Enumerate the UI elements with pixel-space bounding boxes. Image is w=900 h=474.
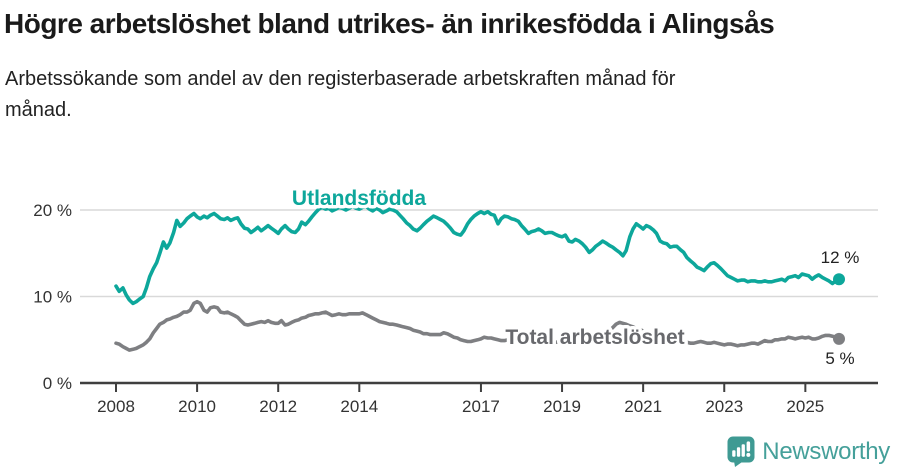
y-tick-label: 0 % [43,374,72,393]
chart-axis: 2008 2010 2012 2014 2017 2019 2021 2023 2025 [80,381,878,416]
chart-annotations: Utlandsfödda Total arbetslöshet 12 % 5 % [288,184,860,368]
page-title: Högre arbetslöshet bland utrikes- än inr… [4,8,775,39]
x-tick-label: 2008 [97,397,135,416]
chart-subtitle: Arbetssökande som andel av den registerb… [5,68,676,121]
newsworthy-logo-icon [727,436,755,467]
x-tick-label: 2023 [705,397,743,416]
chart-series [114,204,841,352]
x-tick-label: 2010 [178,397,216,416]
x-tick-label: 2021 [624,397,662,416]
series-label: Utlandsfödda [292,187,426,210]
series-end-dot [833,273,846,286]
x-tick-label: 2019 [543,397,581,416]
series-end-value-label: 12 % [821,248,860,267]
x-tick-label: 2017 [462,397,500,416]
series-label: Total arbetslöshet [505,326,684,349]
chart-gridlines: 0 % 10 % 20 % [33,201,878,393]
brand-footer: Newsworthy [727,436,890,467]
series-line-utlandsfodda [114,204,841,306]
series-line-total-arbetsloshet [114,299,841,352]
x-tick-label: 2012 [259,397,297,416]
x-tick-label: 2025 [786,397,824,416]
y-tick-label: 10 % [33,288,72,307]
y-tick-label: 20 % [33,201,72,220]
series-end-dot [833,332,846,345]
series-end-value-label: 5 % [825,349,854,368]
x-tick-label: 2014 [340,397,378,416]
brand-name: Newsworthy [762,437,890,465]
